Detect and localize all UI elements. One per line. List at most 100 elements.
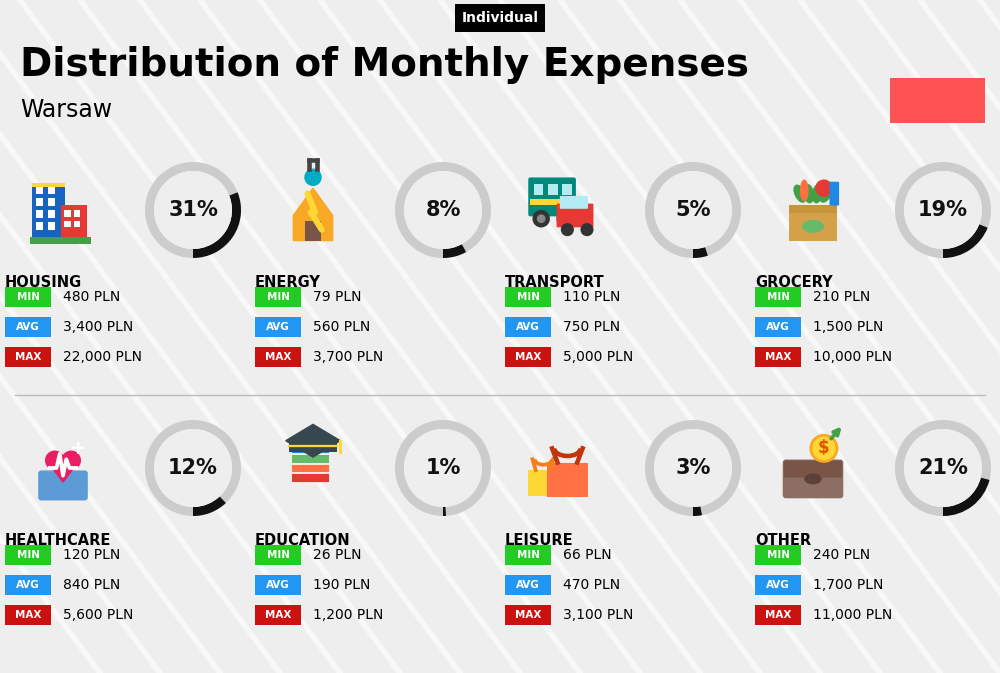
Polygon shape <box>47 460 79 482</box>
Text: 3,700 PLN: 3,700 PLN <box>313 350 383 364</box>
FancyBboxPatch shape <box>48 210 55 217</box>
Text: +: + <box>70 439 87 458</box>
FancyBboxPatch shape <box>534 184 543 194</box>
FancyBboxPatch shape <box>291 454 329 462</box>
FancyBboxPatch shape <box>64 210 71 217</box>
FancyBboxPatch shape <box>505 605 551 625</box>
Wedge shape <box>193 497 226 516</box>
Text: EDUCATION: EDUCATION <box>255 533 351 548</box>
Ellipse shape <box>804 473 822 485</box>
Circle shape <box>304 168 322 186</box>
Wedge shape <box>443 507 446 516</box>
Circle shape <box>815 180 833 197</box>
Text: 3,100 PLN: 3,100 PLN <box>563 608 633 622</box>
Text: AVG: AVG <box>266 580 290 590</box>
Text: 470 PLN: 470 PLN <box>563 578 620 592</box>
Text: Distribution of Monthly Expenses: Distribution of Monthly Expenses <box>20 46 749 84</box>
Text: 5,000 PLN: 5,000 PLN <box>563 350 633 364</box>
Text: 22,000 PLN: 22,000 PLN <box>63 350 142 364</box>
FancyBboxPatch shape <box>505 287 551 307</box>
Text: MIN: MIN <box>16 550 40 560</box>
FancyBboxPatch shape <box>255 575 301 595</box>
Wedge shape <box>645 162 741 258</box>
Circle shape <box>154 429 232 507</box>
Circle shape <box>61 450 81 470</box>
FancyBboxPatch shape <box>255 605 301 625</box>
Circle shape <box>580 223 594 236</box>
FancyBboxPatch shape <box>291 464 329 472</box>
FancyBboxPatch shape <box>38 470 88 501</box>
Circle shape <box>904 171 982 249</box>
FancyBboxPatch shape <box>890 78 985 123</box>
Circle shape <box>904 429 982 507</box>
Text: OTHER: OTHER <box>755 533 811 548</box>
FancyBboxPatch shape <box>505 317 551 337</box>
Text: 26 PLN: 26 PLN <box>313 548 362 562</box>
Wedge shape <box>395 162 491 258</box>
Text: MAX: MAX <box>15 610 41 620</box>
Text: 3,400 PLN: 3,400 PLN <box>63 320 133 334</box>
FancyBboxPatch shape <box>74 210 80 217</box>
Text: GROCERY: GROCERY <box>755 275 833 290</box>
Text: Warsaw: Warsaw <box>20 98 112 122</box>
FancyBboxPatch shape <box>289 441 337 452</box>
FancyBboxPatch shape <box>36 210 43 217</box>
Text: 21%: 21% <box>918 458 968 478</box>
Text: ENERGY: ENERGY <box>255 275 321 290</box>
Circle shape <box>45 450 65 470</box>
Text: MAX: MAX <box>515 610 541 620</box>
Wedge shape <box>395 420 491 516</box>
Wedge shape <box>443 244 466 258</box>
Text: 66 PLN: 66 PLN <box>563 548 612 562</box>
FancyBboxPatch shape <box>36 222 43 229</box>
Text: MIN: MIN <box>767 550 790 560</box>
Text: 79 PLN: 79 PLN <box>313 290 362 304</box>
Text: 5%: 5% <box>675 200 711 220</box>
FancyBboxPatch shape <box>505 545 551 565</box>
FancyBboxPatch shape <box>255 287 301 307</box>
FancyBboxPatch shape <box>36 198 43 206</box>
Text: 750 PLN: 750 PLN <box>563 320 620 334</box>
FancyBboxPatch shape <box>547 462 588 497</box>
FancyBboxPatch shape <box>5 605 51 625</box>
FancyBboxPatch shape <box>36 186 43 194</box>
Text: 8%: 8% <box>425 200 461 220</box>
FancyBboxPatch shape <box>562 184 572 194</box>
Text: 210 PLN: 210 PLN <box>813 290 870 304</box>
FancyBboxPatch shape <box>530 199 574 205</box>
FancyBboxPatch shape <box>505 347 551 367</box>
Ellipse shape <box>802 220 824 233</box>
Circle shape <box>561 215 570 223</box>
FancyBboxPatch shape <box>30 238 91 244</box>
Circle shape <box>154 171 232 249</box>
FancyBboxPatch shape <box>255 347 301 367</box>
FancyBboxPatch shape <box>48 186 55 194</box>
FancyBboxPatch shape <box>61 205 87 238</box>
FancyBboxPatch shape <box>74 221 80 227</box>
FancyBboxPatch shape <box>755 545 801 565</box>
FancyBboxPatch shape <box>255 317 301 337</box>
FancyBboxPatch shape <box>548 184 558 194</box>
FancyBboxPatch shape <box>5 287 51 307</box>
Wedge shape <box>895 420 991 516</box>
Text: 3%: 3% <box>675 458 711 478</box>
FancyBboxPatch shape <box>5 347 51 367</box>
Circle shape <box>654 171 732 249</box>
Text: 240 PLN: 240 PLN <box>813 548 870 562</box>
Circle shape <box>556 210 574 227</box>
Text: HOUSING: HOUSING <box>5 275 82 290</box>
Text: MAX: MAX <box>515 352 541 362</box>
FancyBboxPatch shape <box>5 575 51 595</box>
Text: 1,700 PLN: 1,700 PLN <box>813 578 883 592</box>
Wedge shape <box>693 506 702 516</box>
Text: AVG: AVG <box>516 580 540 590</box>
Text: LEISURE: LEISURE <box>505 533 574 548</box>
Ellipse shape <box>812 184 823 203</box>
Text: 1,500 PLN: 1,500 PLN <box>813 320 883 334</box>
FancyBboxPatch shape <box>32 183 65 238</box>
Text: MIN: MIN <box>266 292 290 302</box>
Circle shape <box>537 215 546 223</box>
FancyBboxPatch shape <box>64 221 71 227</box>
Text: 1%: 1% <box>425 458 461 478</box>
FancyBboxPatch shape <box>755 317 801 337</box>
